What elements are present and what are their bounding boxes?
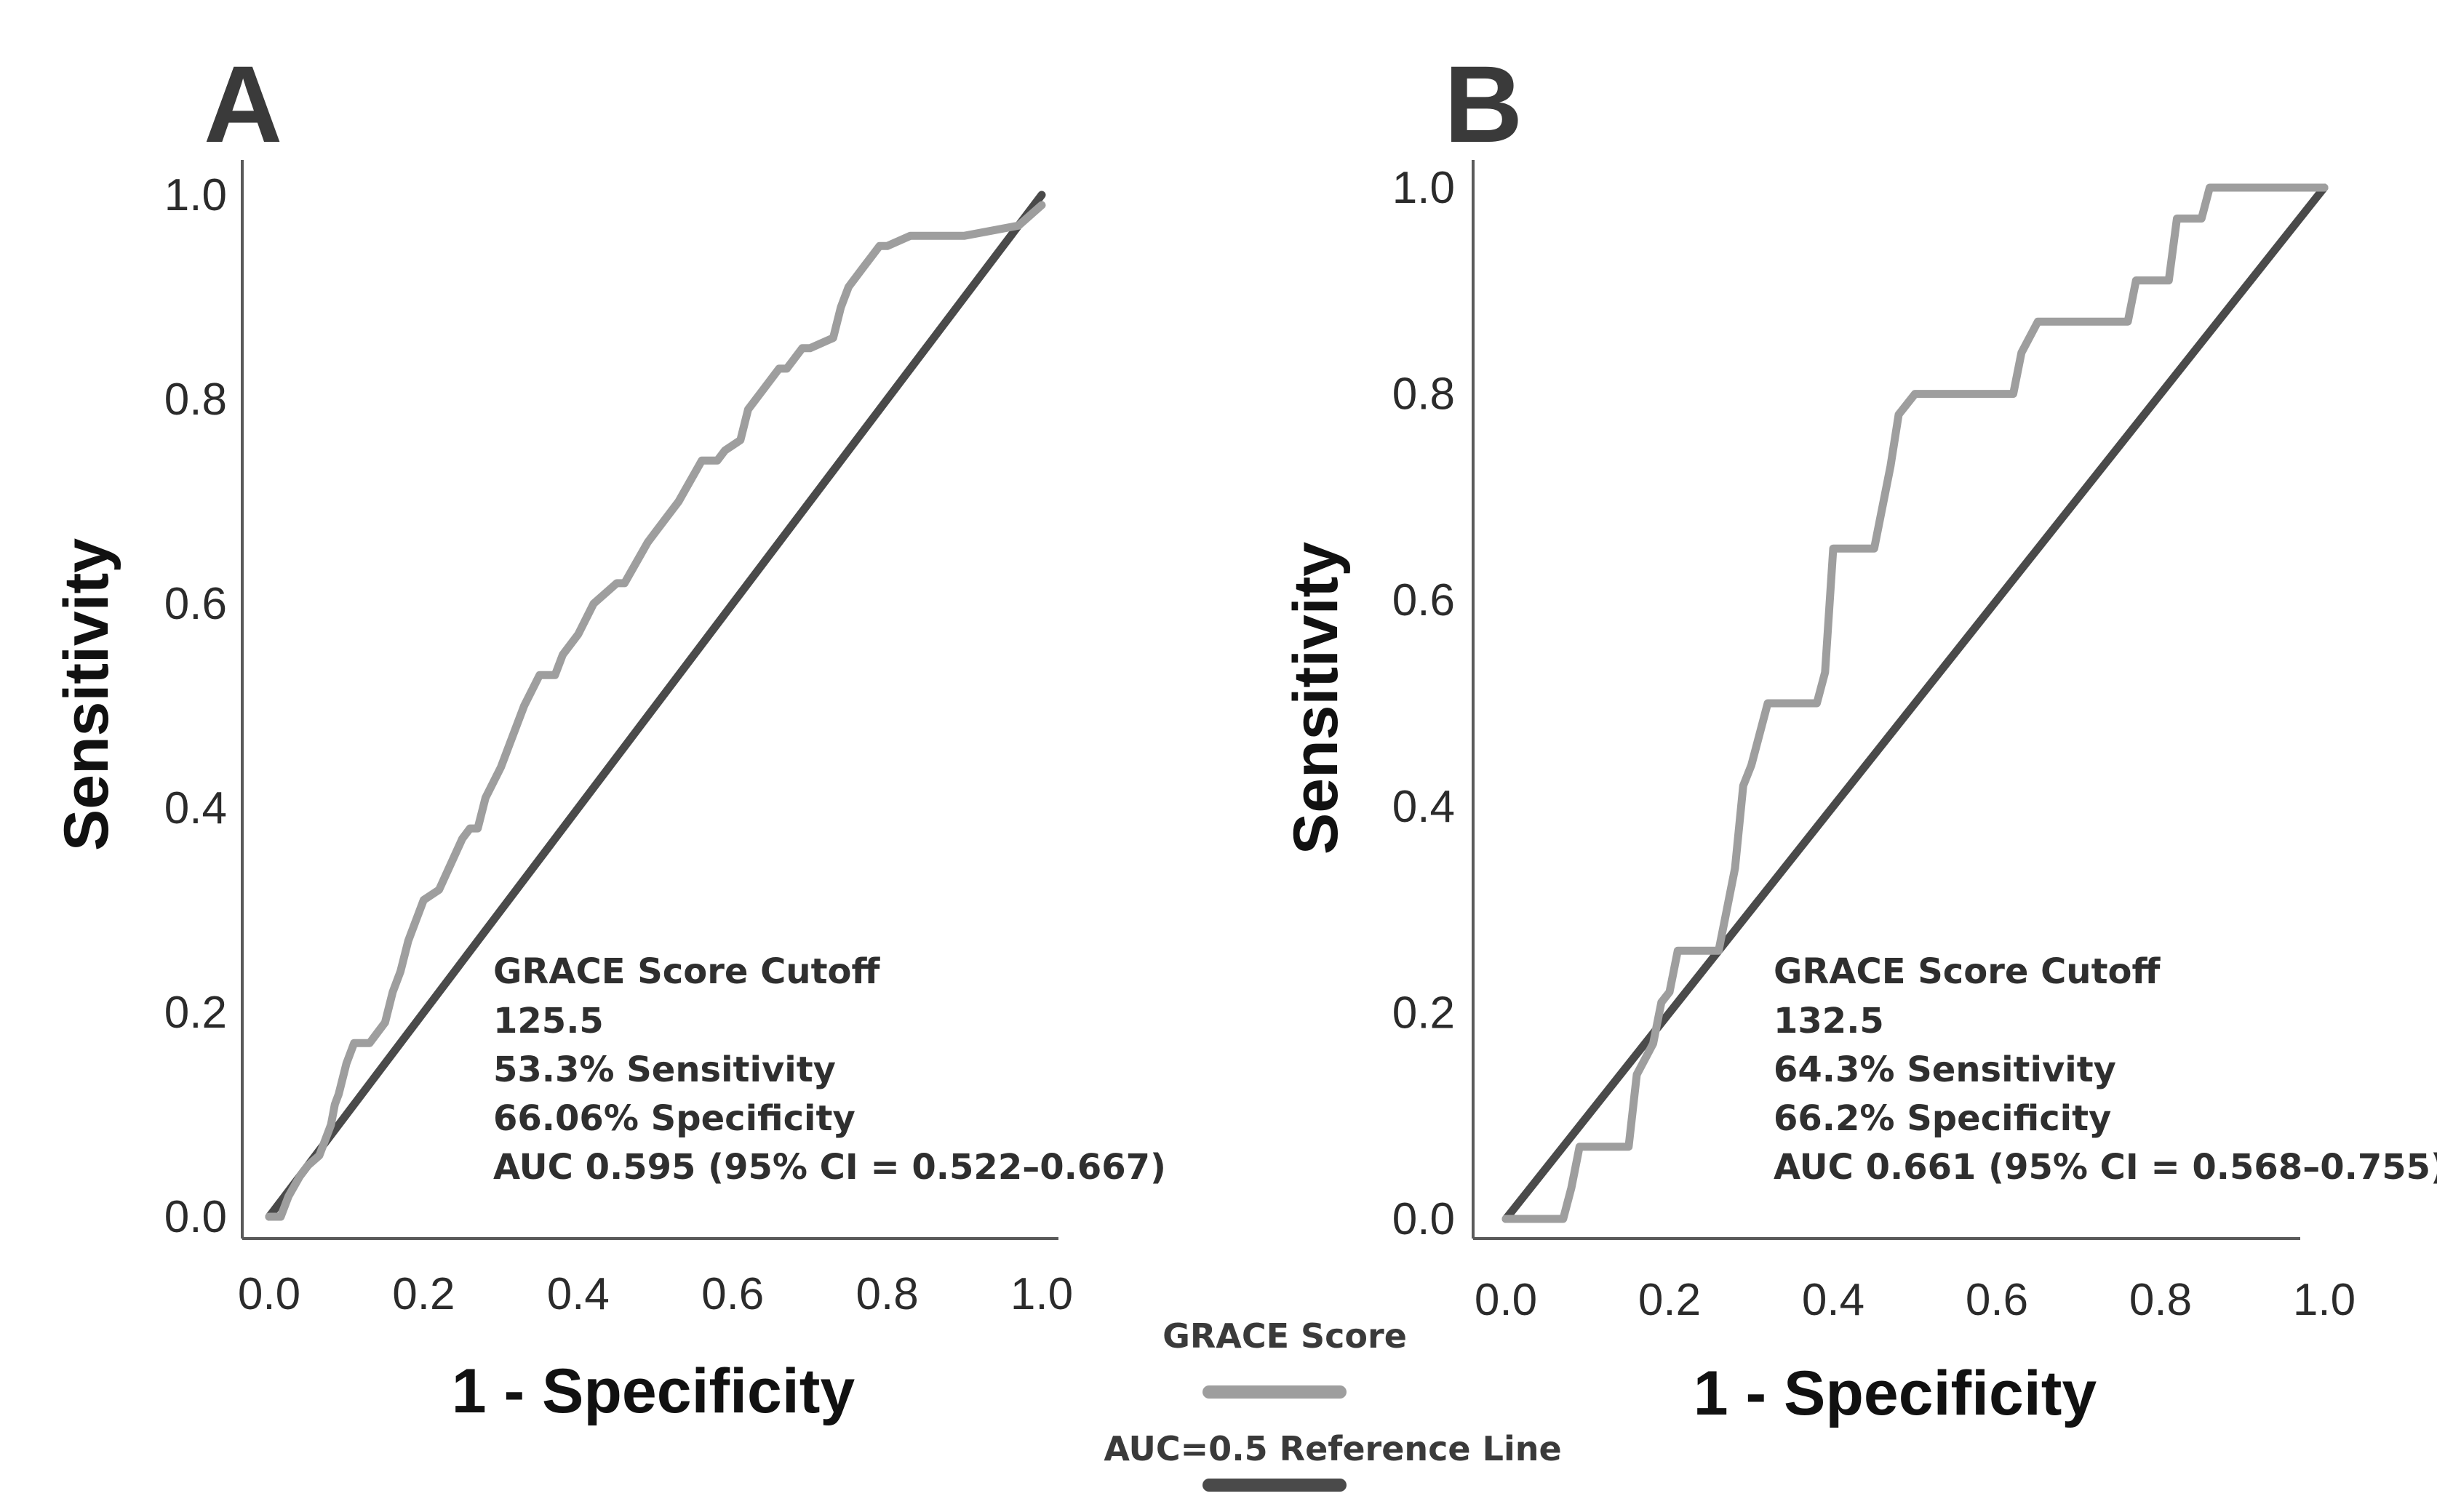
panel-b-x-tick-label: 1.0 <box>2293 1275 2356 1325</box>
panel-a-letter: A <box>204 43 282 165</box>
panel-b-annotation-line-1: GRACE Score Cutoff <box>1774 951 2161 992</box>
panel-a-reference-line <box>265 191 1046 1221</box>
panel-b-annotation-line-5: AUC 0.661 (95% CI = 0.568–0.755) <box>1774 1147 2437 1188</box>
panel-a-x-tick-label: 1.0 <box>1010 1269 1073 1319</box>
panel-a: A 0.00.20.40.60.81.0 0.0 0.2 0.4 0.6 0.8 1.0 … <box>52 43 1166 1426</box>
panel-a-annotation: GRACE Score Cutoff 125.5 53.3% Sensitivi… <box>493 951 1166 1188</box>
panel-a-x-tick-label: 0.0 <box>238 1269 300 1319</box>
panel-b: B 0.00.20.40.60.81.0 0.0 0.2 0.4 0.6 0.8 1.0 … <box>1281 43 2437 1428</box>
legend: GRACE Score AUC=0.5 Reference Line <box>1104 1316 1562 1492</box>
panel-b-x-tick-label: 0.4 <box>1802 1275 1864 1325</box>
panel-b-annotation-line-2: 132.5 <box>1774 1001 1884 1041</box>
panel-a-x-tick-label: 0.8 <box>855 1269 918 1319</box>
panel-a-x-tick-label: 0.4 <box>547 1269 610 1319</box>
panel-b-annotation-line-4: 66.2% Specificity <box>1774 1098 2111 1139</box>
panel-b-x-tick-label: 0.0 <box>1475 1275 1537 1325</box>
panel-b-annotation-line-3: 64.3% Sensitivity <box>1774 1049 2116 1090</box>
legend-label-reference-line: AUC=0.5 Reference Line <box>1104 1429 1561 1468</box>
panel-a-annotation-line-1: GRACE Score Cutoff <box>493 951 880 992</box>
panel-b-x-tick-label: 0.2 <box>1638 1275 1701 1325</box>
panel-b-y-tick-label: 0.6 <box>1392 575 1455 625</box>
legend-label-grace-score: GRACE Score <box>1162 1316 1407 1356</box>
panel-a-y-tick-label: 0.0 <box>164 1192 227 1242</box>
panel-b-x-tick-label: 0.8 <box>2129 1275 2192 1325</box>
panel-a-x-tick-label: 0.2 <box>392 1269 455 1319</box>
panel-b-y-tick-label: 0.0 <box>1392 1194 1455 1244</box>
panel-b-y-tick-label: 0.2 <box>1392 988 1455 1038</box>
panel-a-annotation-line-5: AUC 0.595 (95% CI = 0.522–0.667) <box>493 1147 1166 1188</box>
panel-b-x-axis-title: 1 - Specificity <box>1694 1359 2097 1428</box>
panel-a-y-tick-label: 0.8 <box>164 375 227 425</box>
panel-b-y-tick-label: 0.4 <box>1392 782 1455 832</box>
panel-b-x-tick-label: 0.6 <box>1966 1275 2028 1325</box>
panel-a-y-tick-label: 0.4 <box>164 783 227 833</box>
panel-b-y-axis-title: Sensitivity <box>1281 542 1351 855</box>
panel-a-annotation-line-4: 66.06% Specificity <box>493 1098 855 1139</box>
panel-b-y-tick-label: 0.8 <box>1392 369 1455 420</box>
panel-b-roc-curve <box>1501 183 2329 1223</box>
panel-b-annotation: GRACE Score Cutoff 132.5 64.3% Sensitivi… <box>1774 951 2437 1188</box>
panel-a-roc-curve <box>265 201 1046 1221</box>
panel-b-reference-line <box>1501 183 2329 1223</box>
panel-a-x-axis-title: 1 - Specificity <box>452 1356 855 1426</box>
panel-a-annotation-line-3: 53.3% Sensitivity <box>493 1049 836 1090</box>
panel-a-annotation-line-2: 125.5 <box>493 1001 604 1041</box>
panel-b-letter: B <box>1444 43 1523 165</box>
panel-a-y-tick-label: 0.6 <box>164 579 227 629</box>
panel-a-y-tick-label: 0.2 <box>164 988 227 1038</box>
panel-b-y-tick-label: 1.0 <box>1392 163 1455 213</box>
panel-a-y-axis-title: Sensitivity <box>52 538 121 851</box>
panel-a-x-tick-label: 0.6 <box>701 1269 764 1319</box>
panel-a-y-tick-label: 1.0 <box>164 170 227 220</box>
